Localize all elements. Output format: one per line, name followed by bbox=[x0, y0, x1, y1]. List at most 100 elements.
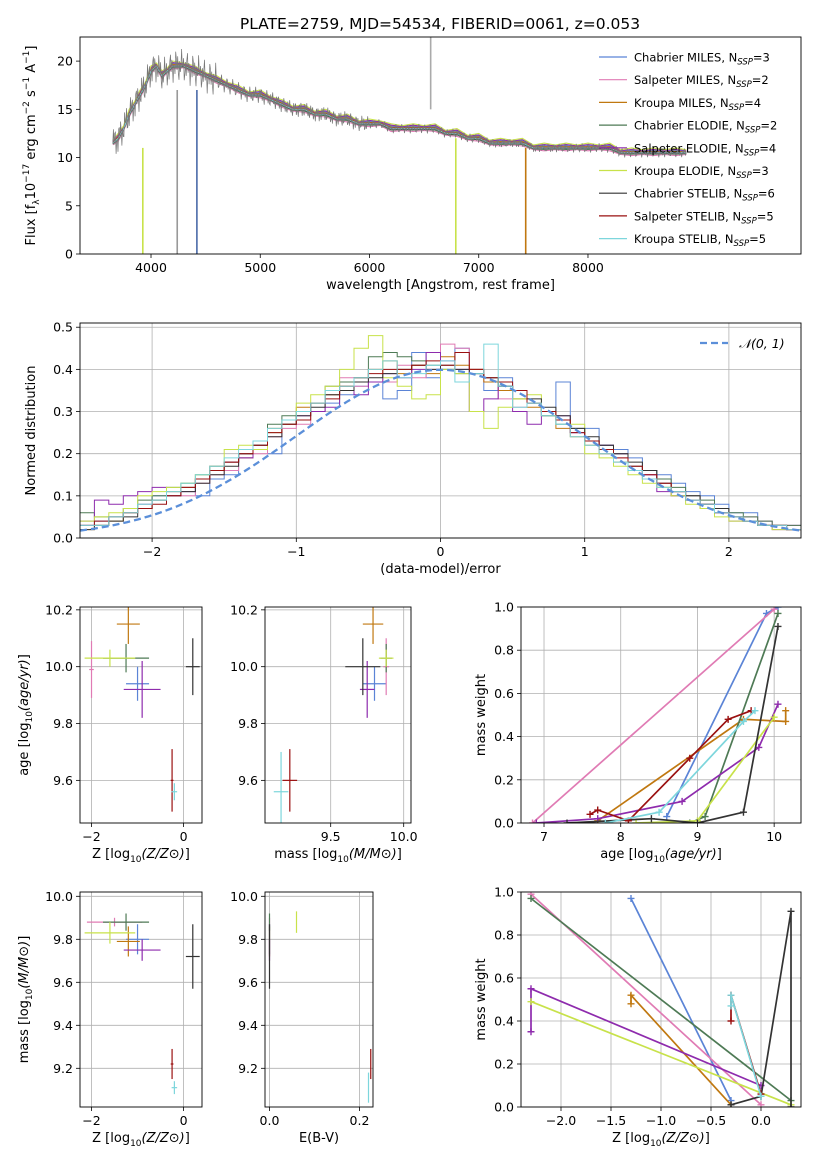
y-tick-label: 1.0 bbox=[494, 885, 514, 900]
y-tick-label: 10 bbox=[57, 150, 73, 165]
point-6 bbox=[185, 924, 200, 989]
weight-line-5 bbox=[530, 1000, 792, 1106]
plus-marker bbox=[727, 1002, 735, 1010]
plus-marker bbox=[594, 806, 602, 814]
legend-entry: Salpeter ELODIE, NSSP=4 bbox=[634, 141, 776, 158]
x-tick-label: 10 bbox=[766, 829, 782, 844]
weight-line-2 bbox=[630, 993, 732, 1106]
residuals-frame bbox=[79, 322, 802, 539]
y-tick-label: 15 bbox=[57, 102, 73, 117]
weight_vs_Z-plot bbox=[527, 892, 795, 1107]
plus-marker bbox=[701, 813, 709, 821]
y-tick-label: 9.6 bbox=[238, 975, 258, 990]
y-tick-label: 9.6 bbox=[53, 773, 73, 788]
plus-marker bbox=[586, 810, 594, 818]
spectrum-xlabel: wavelength [Angstrom, rest frame] bbox=[326, 278, 555, 293]
y-tick-label: 10.2 bbox=[230, 602, 258, 617]
y-tick-label: 10.0 bbox=[45, 659, 73, 674]
x-tick-label: 0 bbox=[437, 544, 445, 559]
y-tick-label: 0.2 bbox=[494, 772, 514, 787]
point-3 bbox=[103, 913, 150, 931]
y-tick-label: 10.0 bbox=[230, 659, 258, 674]
age_vs_mass-frame bbox=[264, 606, 412, 824]
x-tick-label: −0.5 bbox=[696, 1113, 726, 1128]
point-6 bbox=[345, 638, 381, 696]
x-tick-label: −2 bbox=[143, 544, 161, 559]
plus-marker bbox=[686, 754, 694, 762]
plus-marker bbox=[527, 894, 535, 902]
y-tick-label: 9.4 bbox=[53, 1018, 73, 1033]
plus-marker bbox=[751, 707, 759, 715]
point-5 bbox=[84, 649, 136, 667]
legend-entry: Chabrier MILES, NSSP=3 bbox=[634, 51, 770, 68]
point-5 bbox=[378, 649, 394, 667]
plus-marker bbox=[627, 1000, 635, 1008]
y-tick-label: 9.8 bbox=[238, 932, 258, 947]
x-tick-label: 7000 bbox=[463, 260, 495, 275]
y-tick-label: 0.4 bbox=[53, 362, 73, 377]
x-tick-label: 1 bbox=[581, 544, 589, 559]
y-tick-label: 9.4 bbox=[238, 1018, 258, 1033]
x-tick-label: 2 bbox=[725, 544, 733, 559]
plus-marker bbox=[787, 1103, 795, 1107]
mass_vs_Z-ylabel: mass [log10(M/M⊙)] bbox=[17, 936, 35, 1064]
weight_vs_Z-axes: −2.0 −1.5 −1.0 −0.5 0.0 0.0 0.2 0.4 0.6 0.8 1.0 Z [… bbox=[474, 885, 801, 1149]
point-6 bbox=[185, 638, 200, 696]
age_vs_Z-ylabel: age [log10(age/yr)] bbox=[17, 654, 35, 776]
y-tick-label: 9.2 bbox=[238, 1061, 258, 1076]
weight_vs_age-ylabel: mass weight bbox=[474, 674, 489, 756]
plus-marker bbox=[532, 819, 540, 823]
plus-marker bbox=[601, 819, 609, 823]
weight-line-4 bbox=[530, 987, 762, 1087]
plus-marker bbox=[527, 1028, 535, 1036]
x-tick-label: 9.5 bbox=[321, 829, 341, 844]
x-tick-label: −1 bbox=[287, 544, 305, 559]
plus-marker bbox=[527, 985, 535, 993]
spectrum-axes: 4000 5000 6000 7000 8000 0 5 10 15 20 wavelength [… bbox=[22, 46, 604, 294]
weight-line-2 bbox=[597, 710, 787, 822]
y-tick-label: 0.1 bbox=[53, 488, 73, 503]
plus-marker bbox=[787, 907, 795, 915]
mass_vs_Z-plot bbox=[84, 913, 200, 1095]
y-tick-label: 0.5 bbox=[53, 320, 73, 335]
y-tick-label: 0.8 bbox=[494, 643, 514, 658]
plus-marker bbox=[770, 607, 778, 613]
spectrum-frame bbox=[79, 36, 802, 255]
y-tick-label: 0.3 bbox=[53, 404, 73, 419]
y-tick-label: 0.0 bbox=[494, 1100, 514, 1115]
age_vs_mass-xlabel: mass [log10(M/M⊙)] bbox=[274, 847, 402, 865]
figure-title: PLATE=2759, MJD=54534, FIBERID=0061, z=0… bbox=[240, 15, 640, 33]
plus-marker bbox=[782, 717, 790, 725]
weight-line-1 bbox=[531, 608, 775, 823]
model-line-4 bbox=[112, 62, 687, 152]
plus-marker bbox=[627, 991, 635, 999]
plus-marker bbox=[693, 819, 701, 823]
mass_vs_Z-axes: −2 0 9.2 9.4 9.6 9.8 10.0 Z [log10(Z/Z⊙)] mass [… bbox=[17, 889, 202, 1149]
weight_vs_Z-ylabel: mass weight bbox=[474, 958, 489, 1040]
y-tick-label: 20 bbox=[57, 54, 73, 69]
residuals-xlabel: (data-model)/error bbox=[380, 562, 501, 577]
plus-marker bbox=[757, 1101, 765, 1107]
data-spectrum bbox=[112, 48, 687, 158]
weight_vs_Z-xlabel: Z [log10(Z/Z⊙)] bbox=[612, 1131, 710, 1149]
model-line-2 bbox=[112, 63, 687, 153]
weight-line-8 bbox=[605, 710, 756, 823]
point-0 bbox=[362, 666, 387, 701]
mass_vs_EBV-xlabel: E(B-V) bbox=[299, 1131, 339, 1146]
legend-entry: Chabrier ELODIE, NSSP=2 bbox=[634, 119, 777, 136]
point-5 bbox=[84, 922, 136, 944]
model-line-1 bbox=[112, 66, 687, 157]
plus-marker bbox=[627, 894, 635, 902]
y-tick-label: 10.0 bbox=[45, 889, 73, 904]
y-tick-label: 9.8 bbox=[53, 716, 73, 731]
x-tick-label: 10.0 bbox=[390, 829, 418, 844]
legend-entry: Chabrier STELIB, NSSP=6 bbox=[634, 187, 775, 204]
plus-marker bbox=[739, 717, 747, 725]
legend-entry: Salpeter STELIB, NSSP=5 bbox=[634, 209, 774, 226]
mass_vs_Z-frame bbox=[79, 891, 203, 1108]
x-tick-label: 0.0 bbox=[751, 1113, 771, 1128]
legend-entry: Kroupa STELIB, NSSP=5 bbox=[634, 232, 766, 249]
model-line-8 bbox=[112, 65, 687, 154]
y-tick-label: 0.0 bbox=[494, 816, 514, 831]
y-tick-label: 5 bbox=[65, 198, 73, 213]
